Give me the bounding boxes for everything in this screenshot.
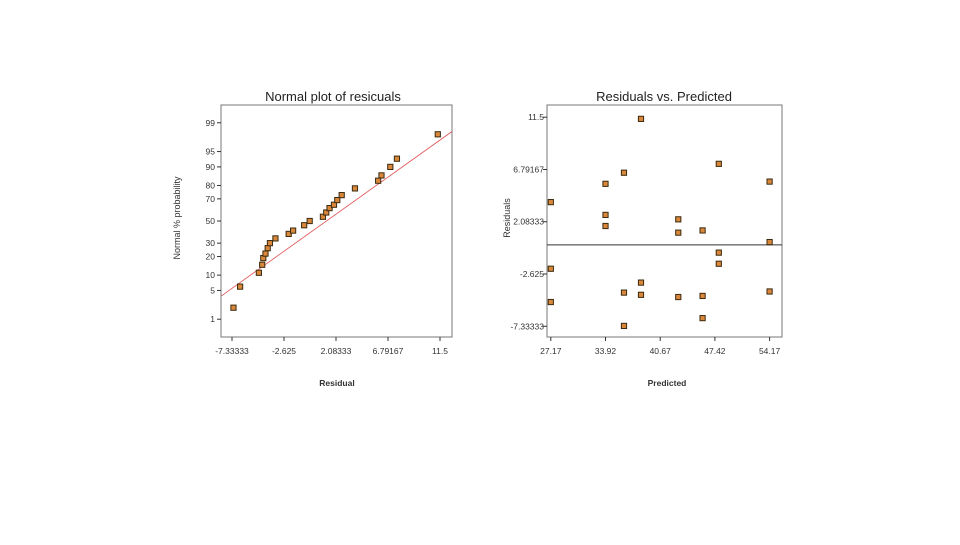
- residuals-plot-x-title: Predicted: [648, 378, 687, 388]
- residuals-plot-x-tick-label: 33.92: [595, 346, 617, 356]
- residuals-plot-x-tick-label: 40.67: [650, 346, 672, 356]
- residuals-plot: Residuals vs. Predicted 11.5 6.79167 2.083…: [502, 89, 783, 388]
- normal-plot-y-tick-label: 50: [206, 216, 216, 226]
- normal-plot-point: [387, 163, 394, 170]
- residuals-plot-point: [547, 298, 554, 306]
- normal-plot-point: [434, 131, 441, 138]
- normal-plot-point: [285, 230, 292, 237]
- residuals-plot-point: [547, 265, 554, 272]
- normal-plot-y-tick-label: 1: [210, 314, 215, 324]
- normal-plot-point: [259, 261, 266, 268]
- normal-plot-point: [326, 205, 333, 212]
- normal-plot-point: [264, 245, 271, 252]
- normal-plot-x-tick-label: 2.08333: [321, 346, 352, 356]
- residuals-plot-point: [547, 199, 554, 206]
- normal-plot-x-axis: -7.33333 -2.625 2.08333 6.79167 11.5: [215, 337, 448, 356]
- normal-plot-point: [351, 185, 359, 192]
- normal-plot-y-tick-label: 10: [206, 270, 216, 280]
- residuals-plot-x-tick-label: 54.17: [759, 346, 781, 356]
- residuals-plot-y-tick-label: 11.5: [528, 112, 544, 122]
- normal-plot-y-tick-label: 5: [210, 285, 215, 295]
- normal-plot-x-tick-label: -7.33333: [215, 346, 249, 356]
- residuals-plot-points: [547, 115, 773, 329]
- residuals-plot-y-tick-label: 6.79167: [513, 164, 544, 174]
- normal-plot-point: [290, 227, 297, 234]
- residuals-plot-x-tick-label: 47.42: [704, 346, 726, 356]
- residuals-plot-point: [675, 216, 682, 223]
- residuals-plot-y-title: Residuals: [502, 198, 512, 238]
- residuals-plot-point: [637, 279, 645, 286]
- normal-plot-point: [306, 217, 313, 225]
- residuals-plot-x-tick-label: 27.17: [540, 346, 562, 356]
- residuals-plot-title: Residuals vs. Predicted: [596, 89, 732, 104]
- normal-plot-point: [393, 155, 401, 162]
- normal-plot-y-tick-label: 99: [206, 118, 216, 128]
- normal-plot-y-tick-label: 95: [206, 147, 216, 157]
- normal-plot-y-title: Normal % probability: [172, 176, 182, 260]
- residuals-plot-point: [699, 315, 706, 322]
- normal-plot-y-tick-label: 70: [206, 194, 216, 204]
- residuals-plot-point: [620, 169, 628, 176]
- residuals-plot-point: [602, 180, 609, 187]
- residuals-plot-y-axis: 11.5 6.79167 2.08333 -2.625 -7.33333: [510, 112, 547, 331]
- residuals-plot-y-tick-label: -7.33333: [510, 321, 544, 331]
- residuals-plot-point: [602, 211, 609, 218]
- normal-plot-y-tick-label: 90: [206, 162, 216, 172]
- residuals-plot-point: [620, 322, 628, 329]
- normal-plot-x-tick-label: 6.79167: [373, 346, 404, 356]
- residuals-plot-y-tick-label: 2.08333: [513, 217, 544, 227]
- normal-plot-frame: [220, 104, 453, 338]
- residuals-plot-point: [699, 227, 706, 234]
- normal-plot-point: [334, 196, 341, 204]
- residuals-plot-point: [715, 249, 722, 256]
- normal-plot-point: [255, 269, 262, 276]
- normal-plot-title: Normal plot of resicuals: [265, 89, 401, 104]
- residuals-plot-frame: [546, 104, 783, 338]
- residuals-plot-point: [602, 222, 609, 230]
- residuals-plot-point: [675, 293, 682, 301]
- normal-plot-point: [375, 177, 382, 184]
- normal-plot: Normal plot of resicuals 1 5 10 20 30 50 70 80 9…: [172, 89, 453, 388]
- normal-plot-point: [323, 209, 330, 216]
- normal-plot-x-title: Residual: [319, 378, 354, 388]
- residuals-plot-point: [699, 292, 706, 300]
- normal-plot-point: [301, 222, 308, 229]
- normal-plot-point: [230, 304, 237, 311]
- normal-plot-y-tick-label: 30: [206, 238, 216, 248]
- normal-plot-x-tick-label: -2.625: [272, 346, 296, 356]
- residuals-plot-point: [766, 288, 773, 295]
- normal-plot-point: [262, 250, 269, 257]
- normal-plot-fit-line: [220, 131, 453, 297]
- normal-plot-point: [319, 213, 327, 220]
- normal-plot-point: [236, 283, 244, 290]
- residuals-plot-point: [637, 115, 645, 122]
- normal-plot-y-tick-label: 20: [206, 252, 216, 262]
- normal-plot-y-tick-label: 80: [206, 180, 216, 190]
- normal-plot-point: [266, 240, 274, 247]
- residuals-plot-point: [715, 260, 722, 267]
- normal-plot-points: [230, 131, 441, 311]
- residuals-plot-y-tick-label: -2.625: [520, 269, 544, 279]
- normal-plot-point: [338, 192, 345, 199]
- residuals-plot-point: [620, 289, 628, 296]
- normal-plot-point: [272, 235, 279, 242]
- residuals-plot-x-axis: 27.17 33.92 40.67 47.42 54.17: [540, 337, 781, 356]
- normal-plot-y-axis: 1 5 10 20 30 50 70 80 90 95 99: [206, 118, 221, 324]
- residuals-plot-point: [766, 178, 773, 185]
- normal-plot-point: [378, 172, 385, 179]
- residuals-plot-point: [766, 238, 773, 246]
- residuals-plot-point: [715, 160, 722, 167]
- normal-plot-point: [330, 201, 338, 208]
- residuals-plot-point: [675, 229, 682, 236]
- residuals-plot-point: [637, 291, 645, 298]
- normal-plot-x-tick-label: 11.5: [432, 346, 448, 356]
